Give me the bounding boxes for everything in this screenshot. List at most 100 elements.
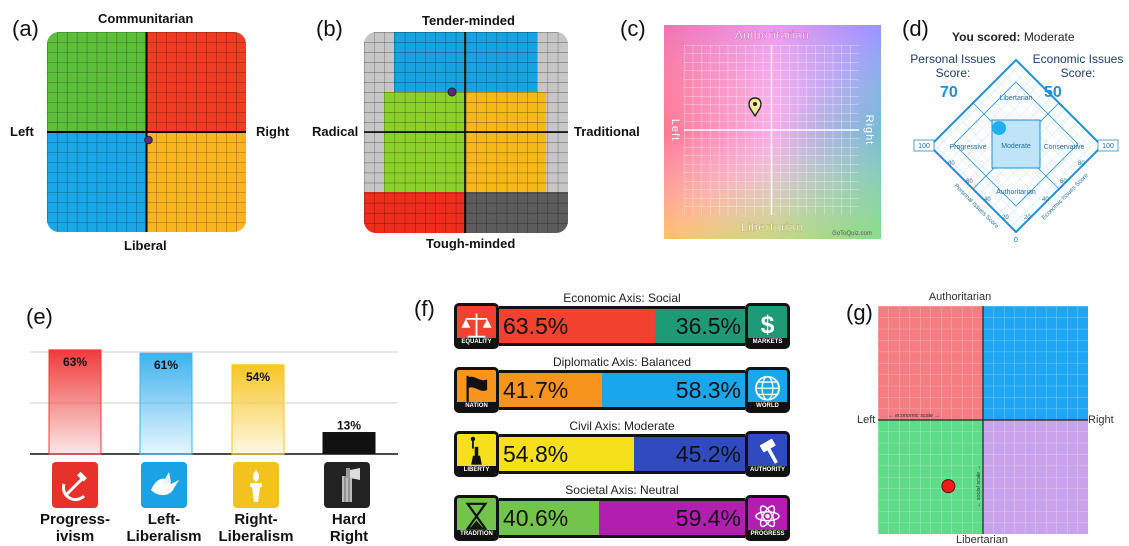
axis-right-tag: WORLD <box>748 402 787 410</box>
score-dot <box>992 121 1006 135</box>
panel-d-label: (d) <box>902 16 929 41</box>
ideology-axes: Economic Axis: Social 63.5% 36.5% EQUALITY $… <box>454 291 790 541</box>
panel-a-top-label: Communitarian <box>98 11 194 26</box>
axis-left-tag: LIBERTY <box>457 466 496 474</box>
panel-a-compass <box>47 32 246 232</box>
economic-scale-label: ← economic scale → <box>888 413 940 419</box>
axis-bar-right-fill <box>598 501 745 535</box>
bar <box>322 432 376 455</box>
axis-title: Societal Axis: Neutral <box>565 483 679 497</box>
torch-icon <box>233 462 279 508</box>
economic-score-title: Economic Issues Score: <box>1032 52 1124 80</box>
social-scale-label: ← social scale → <box>976 465 982 508</box>
axis-bar: 63.5% 36.5% <box>499 306 745 346</box>
map-pin-icon <box>748 97 762 118</box>
axis-row: Economic Axis: Social 63.5% 36.5% EQUALITY $… <box>454 291 790 349</box>
panel-a-left-label: Left <box>10 124 34 139</box>
tick-left: 40 <box>984 197 991 203</box>
axis-left-value: 54.8% <box>503 441 569 467</box>
position-marker <box>941 479 956 494</box>
panel-c-label: (c) <box>620 16 646 41</box>
bar <box>139 352 193 455</box>
bar-name-3: Hard Right <box>329 511 369 545</box>
globe-icon: WORLD <box>745 367 790 413</box>
bar-name-2: Right- Liberalism <box>218 511 294 545</box>
axis-right-value: 36.5% <box>675 313 741 339</box>
axis-left-tag: NATION <box>457 402 496 410</box>
panel-c-compass: Authoritarian Libertarian Left Right GoT… <box>664 25 881 239</box>
axis-right-value: 58.3% <box>675 377 741 403</box>
axis-right-value: 45.2% <box>675 441 741 467</box>
panel-b-top-label: Tender-minded <box>422 13 515 28</box>
axis-right-value: 59.4% <box>675 505 741 531</box>
axis-right-tag: MARKETS <box>748 338 787 346</box>
panel-d-diamond: Libertarian Progressive Moderate Conserv… <box>913 58 1119 244</box>
axis-bar: 40.6% 59.4% <box>499 498 745 538</box>
bar-name-0: Progress- ivism <box>39 511 111 545</box>
position-marker <box>144 135 153 145</box>
axis-bar-left-fill <box>499 309 656 343</box>
panel-b-label: (b) <box>316 16 343 41</box>
axis-right-tag: PROGRESS <box>748 530 787 538</box>
axe-fasces-icon <box>324 462 370 508</box>
axis-bar-right-fill <box>601 373 745 407</box>
panel-g-right-label: Right <box>1088 414 1114 426</box>
scales-icon: EQUALITY <box>454 303 499 349</box>
axis-left-max: 100 <box>918 143 930 150</box>
axis-right-tag: AUTHORITY <box>748 466 787 474</box>
axis-row: Diplomatic Axis: Balanced 41.7% 58.3% NATIO… <box>454 355 790 413</box>
panel-g-label: (g) <box>846 300 873 325</box>
tick-right: 40 <box>1042 197 1049 203</box>
hourglass-icon: TRADITION <box>454 495 499 541</box>
score-summary: You scored: Moderate <box>952 30 1075 44</box>
panel-e-bar-chart: 63% 61% 54% 13% <box>30 349 398 455</box>
tick-left: 80 <box>948 161 955 167</box>
region-progressive: Progressive <box>950 144 987 151</box>
axis-row: Civil Axis: Moderate 54.8% 45.2% LIBERTY AUT… <box>454 419 790 477</box>
panel-g-compass: ← economic scale → ← social scale → <box>878 306 1088 534</box>
panel-b-bottom-label: Tough-minded <box>426 236 516 251</box>
axis-bottom-min: 0 <box>1014 237 1018 244</box>
personal-score-title: Personal Issues Score: <box>910 52 996 80</box>
region-libertarian: Libertarian <box>999 95 1032 102</box>
tick-right: 80 <box>1078 161 1085 167</box>
panel-a-label: (a) <box>12 16 39 41</box>
score-summary-prefix: You scored: <box>952 30 1021 44</box>
panel-g-bottom-label: Libertarian <box>956 534 1008 546</box>
bar-name-1: Left- Liberalism <box>126 511 202 545</box>
dollar-icon: $ MARKETS <box>745 303 790 349</box>
axis-left-value: 40.6% <box>503 505 569 531</box>
axis-bar-right-fill <box>633 437 745 471</box>
tick-left: 20 <box>1002 215 1009 221</box>
axis-bar: 41.7% 58.3% <box>499 370 745 410</box>
axis-right-max: 100 <box>1102 143 1114 150</box>
axis-bar-left-fill <box>499 501 599 535</box>
axis-left-value: 41.7% <box>503 377 569 403</box>
panel-g-left-label: Left <box>857 414 876 426</box>
axis-row: Societal Axis: Neutral 40.6% 59.4% TRADITIO… <box>454 483 790 541</box>
region-moderate: Moderate <box>1001 143 1031 150</box>
svg-text:$: $ <box>761 312 775 339</box>
panel-c-right-label: Right <box>863 115 875 146</box>
bar-value-label: 61% <box>154 358 178 372</box>
watermark: GoToQuiz.com <box>832 231 872 237</box>
flag-icon: NATION <box>454 367 499 413</box>
hammer-sickle-icon <box>52 462 98 508</box>
panel-e-label: (e) <box>26 304 53 329</box>
panel-g-top-label: Authoritarian <box>928 291 992 303</box>
panel-a-bottom-label: Liberal <box>124 238 167 253</box>
tick-right: 20 <box>1024 215 1031 221</box>
axis-left-tag: EQUALITY <box>457 338 496 346</box>
panel-b-left-label: Radical <box>312 124 359 139</box>
axis-bar-left-fill <box>499 373 602 407</box>
score-summary-value: Moderate <box>1023 30 1075 44</box>
axis-left-tag: TRADITION <box>457 530 496 538</box>
axis-bar-right-fill <box>655 309 745 343</box>
panel-b-compass <box>364 32 568 233</box>
axis-title: Civil Axis: Moderate <box>569 419 675 433</box>
dove-icon <box>141 462 187 508</box>
panel-c-top-label: Authoritarian <box>735 28 810 42</box>
bar-value-label: 13% <box>337 419 361 433</box>
atom-icon: PROGRESS <box>745 495 790 541</box>
panel-f-label: (f) <box>414 296 435 321</box>
